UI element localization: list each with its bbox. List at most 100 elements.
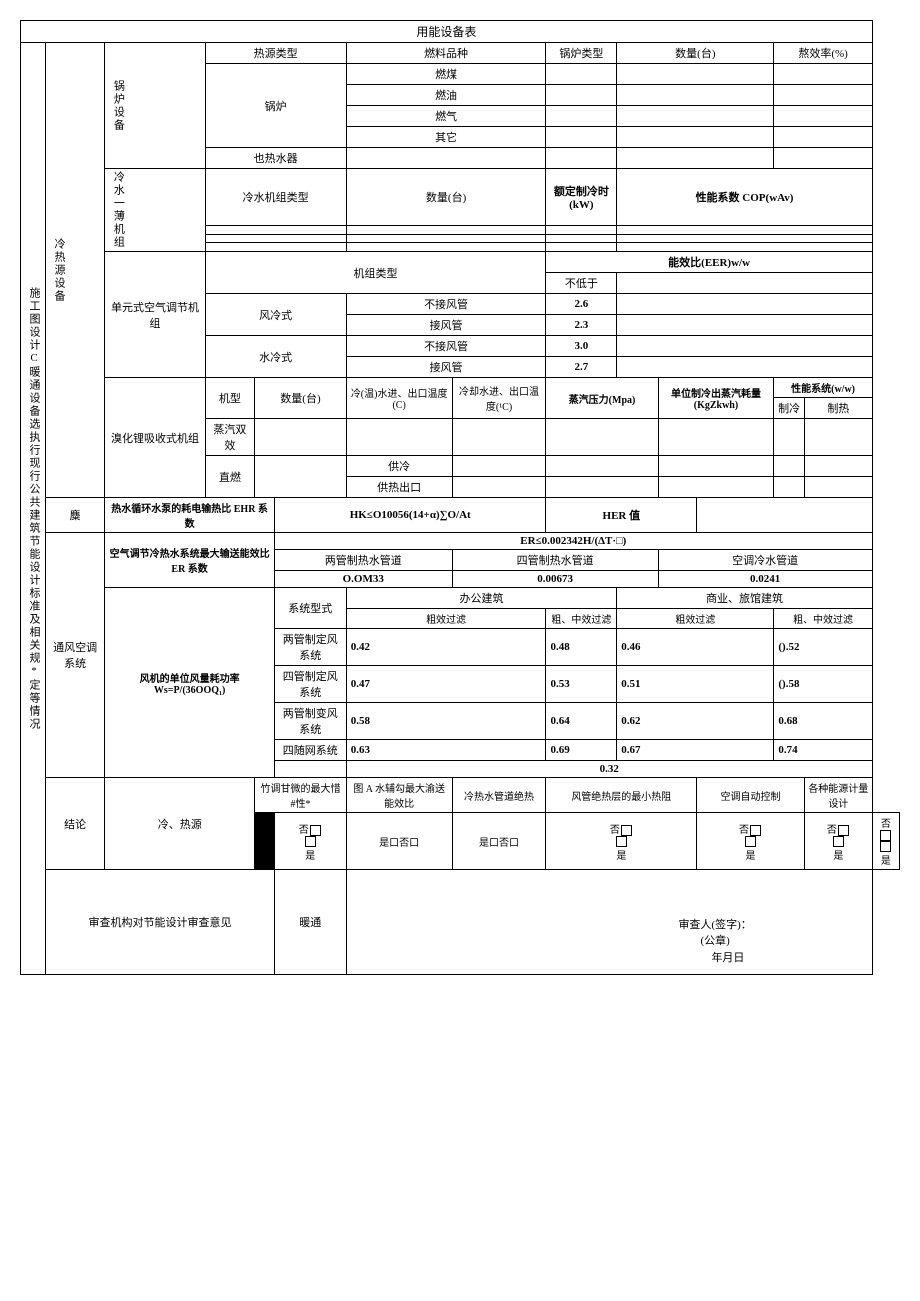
cell: [774, 148, 872, 169]
cell: [617, 234, 873, 243]
ehr-mi: 麋: [46, 498, 105, 533]
cell: [346, 148, 546, 169]
val-ac-nd: 2.6: [546, 294, 617, 315]
fuel-coal: 燃煤: [346, 64, 546, 85]
unit-type: 机组类型: [205, 252, 546, 294]
energy-equipment-table: 用能设备表 施工图设计C暖通设备选执行现行公共建筑节能设计标准及相关规*定等情况…: [20, 20, 900, 975]
no-duct2: 不接风管: [346, 336, 546, 357]
cell: [452, 477, 546, 498]
fan-v: ().58: [774, 666, 872, 703]
hvac-section: 通风空调系统: [46, 533, 105, 778]
cell: [774, 127, 872, 148]
fan-v: 0.69: [546, 740, 617, 761]
chiller-type: 冷水机组类型: [205, 169, 346, 226]
libr-cold-temp: 冷(温)水进、出口温度(C): [346, 378, 452, 419]
no-duct: 不接风管: [346, 294, 546, 315]
fan-v: 0.62: [617, 703, 774, 740]
fan-row0: 两管制定风系统: [274, 629, 346, 666]
review-hvac: 暖通: [274, 870, 346, 975]
val-ac-d: 2.3: [546, 315, 617, 336]
fan-v: 0.47: [346, 666, 546, 703]
date: 年月日: [711, 952, 744, 964]
signer: 审查人(签字)：: [678, 919, 751, 931]
with-duct: 接风管: [346, 315, 546, 336]
cell: [774, 477, 804, 498]
cell: [617, 294, 873, 315]
cell: [452, 456, 546, 477]
cell: [617, 106, 774, 127]
cell: [774, 85, 872, 106]
fan-row3: 四随网系统: [274, 740, 346, 761]
col-boiler-type: 锅炉类型: [546, 43, 617, 64]
val-wc-nd: 3.0: [546, 336, 617, 357]
office: 办公建筑: [346, 588, 617, 609]
fan-v: 0.51: [617, 666, 774, 703]
pipe4: 四管制热水管道: [452, 550, 658, 571]
cold-heat: 冷、热源: [105, 778, 255, 870]
libr-model: 机型: [205, 378, 255, 419]
systype: 系统型式: [274, 588, 346, 629]
chiller-cop: 性能系数 COP(wAv): [617, 169, 873, 226]
pipe2: 两管制热水管道: [274, 550, 452, 571]
cell: [205, 243, 346, 252]
left-vertical-label: 施工图设计C暖通设备选执行现行公共建筑节能设计标准及相关规*定等情况: [21, 43, 46, 975]
fan-v: 0.58: [346, 703, 546, 740]
cell: [804, 456, 872, 477]
col-qty: 数量(台): [617, 43, 774, 64]
cell: [774, 106, 872, 127]
pipe-ac: 空调冷水管道: [658, 550, 872, 571]
cell: [697, 498, 873, 533]
cell: [546, 226, 617, 235]
er-label: 空气调节冷热水系统最大输送能效比 ER 系数: [105, 533, 275, 588]
cell: [546, 477, 658, 498]
fan-last: 0.32: [346, 761, 872, 778]
cell: [617, 148, 774, 169]
col-fuel: 燃料品种: [346, 43, 546, 64]
conc-item-3: 风管绝热层的最小热阻: [546, 778, 697, 813]
cell: [804, 419, 872, 456]
cell: [774, 456, 804, 477]
air-cooled: 风冷式: [205, 294, 346, 336]
fan-label: 风机的单位风量耗功率 Ws=P/(36OOQ₁): [105, 588, 275, 778]
yn-5: 否是: [804, 813, 872, 870]
fan-v: 0.67: [617, 740, 774, 761]
chiller-section: 冷水一薄机组: [105, 169, 205, 252]
eer-label: 能效比(EER)w/w: [546, 252, 872, 273]
cell: [546, 456, 658, 477]
cell: [617, 243, 873, 252]
libr-qty: 数量(台): [255, 378, 346, 419]
yn-3: 否是: [546, 813, 697, 870]
fan-v: 0.68: [774, 703, 872, 740]
chiller-rated: 额定制冷时(kW): [546, 169, 617, 226]
coarse2: 粗效过滤: [617, 609, 774, 629]
cell: [617, 127, 774, 148]
conc-item-2: 冷热水管道绝热: [452, 778, 546, 813]
libr-cool: 制冷: [774, 398, 804, 419]
cell: [617, 273, 873, 294]
elec-heater: 也热水器: [205, 148, 346, 169]
conc-item-5: 各种能源计量设计: [804, 778, 872, 813]
cold-heat-label: 冷热源设备: [46, 43, 105, 498]
fan-v: 0.42: [346, 629, 546, 666]
cell: [546, 419, 658, 456]
val-wc-d: 2.7: [546, 357, 617, 378]
cell: [346, 234, 546, 243]
yn-4: 否是: [697, 813, 805, 870]
libr-section: 溴化锂吸收式机组: [105, 378, 205, 498]
boiler-section: 锅炉设备: [105, 43, 205, 169]
chiller-qty: 数量(台): [346, 169, 546, 226]
cell: [546, 234, 617, 243]
cell: [617, 357, 873, 378]
yn-6: 否是: [872, 813, 899, 870]
ehr-formula: HK≤O10056(14+α)∑O/At: [274, 498, 546, 533]
fan-v: ().52: [774, 629, 872, 666]
her-value-label: HER 值: [546, 498, 697, 533]
cell: [617, 85, 774, 106]
cell: [546, 127, 617, 148]
with-duct2: 接风管: [346, 357, 546, 378]
coarsemid1: 粗、中效过滤: [546, 609, 617, 629]
hotel: 商业、旅馆建筑: [617, 588, 873, 609]
coarsemid2: 粗、中效过滤: [774, 609, 872, 629]
ehr-label: 热水循环水泵的耗电输热比 EHR 系数: [105, 498, 275, 533]
fan-v: 0.48: [546, 629, 617, 666]
